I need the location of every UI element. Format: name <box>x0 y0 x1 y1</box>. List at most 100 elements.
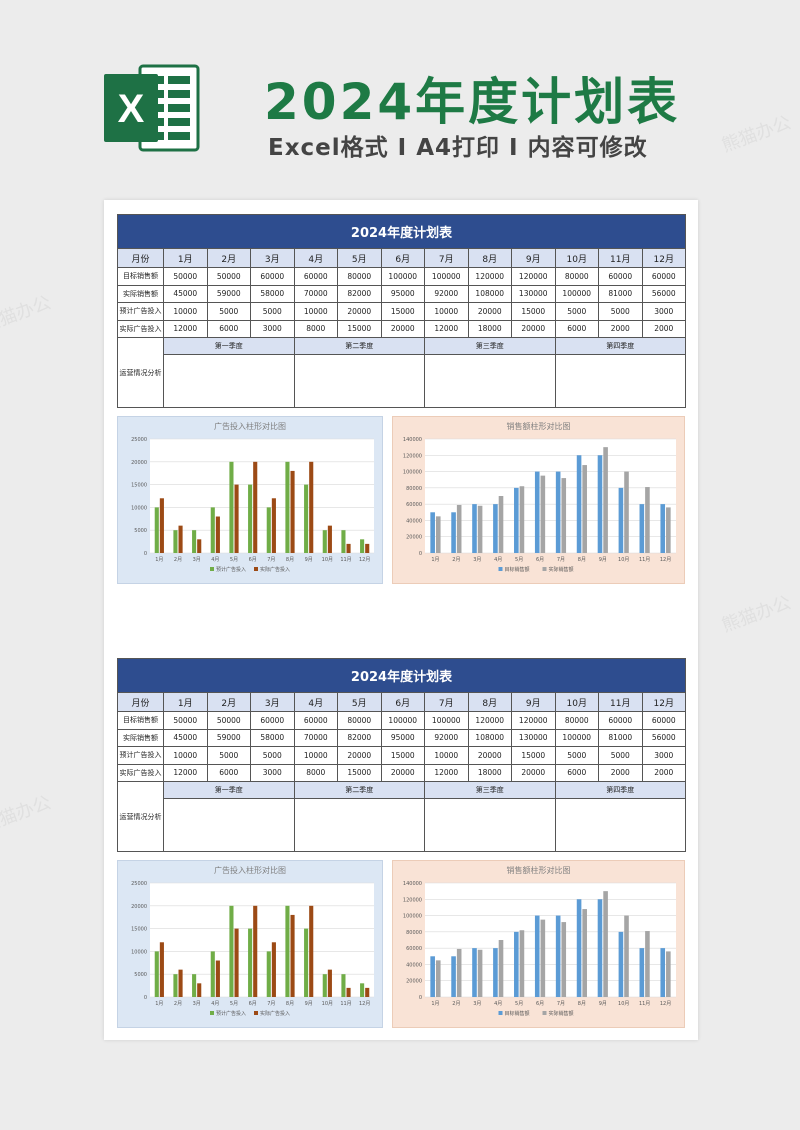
table-cell[interactable]: 100000 <box>554 284 599 303</box>
bar[interactable] <box>456 504 462 553</box>
row-label[interactable]: 预计广告投入 <box>117 746 164 765</box>
bar[interactable] <box>514 931 519 997</box>
ad-spend-chart[interactable]: 广告投入柱形对比图 0 5000 10000 15000 20000 25000 1月 2月 3月… <box>117 416 383 584</box>
table-cell[interactable]: 82000 <box>337 284 382 303</box>
bar[interactable] <box>666 507 671 553</box>
analysis-cell[interactable] <box>424 798 556 852</box>
table-cell[interactable]: 80000 <box>554 711 599 730</box>
bar[interactable] <box>210 951 215 997</box>
analysis-cell[interactable] <box>554 798 687 852</box>
table-cell[interactable]: 20000 <box>337 302 382 321</box>
table-cell[interactable]: 50000 <box>206 711 251 730</box>
quarter-header[interactable]: 第二季度 <box>293 781 425 799</box>
bar[interactable] <box>309 905 314 997</box>
table-cell[interactable]: 100000 <box>380 711 425 730</box>
table-cell[interactable]: 15000 <box>511 302 556 321</box>
bar[interactable] <box>304 928 309 997</box>
bar[interactable] <box>618 487 624 553</box>
table-cell[interactable]: 2000 <box>641 319 687 338</box>
table-cell[interactable]: 15000 <box>337 763 382 782</box>
table-cell[interactable]: 6000 <box>206 763 251 782</box>
bar[interactable] <box>290 470 295 553</box>
bar[interactable] <box>285 905 290 997</box>
bar[interactable] <box>472 948 477 997</box>
table-cell[interactable]: 120000 <box>511 711 556 730</box>
bar[interactable] <box>360 983 365 997</box>
analysis-label[interactable]: 运营情况分析 <box>117 781 164 852</box>
table-cell[interactable]: 82000 <box>337 728 382 747</box>
table-cell[interactable]: 12000 <box>163 319 208 338</box>
analysis-cell[interactable] <box>293 798 425 852</box>
bar[interactable] <box>229 461 234 553</box>
bar[interactable] <box>493 948 498 997</box>
month-header-cell[interactable]: 6月 <box>380 248 425 268</box>
table-cell[interactable]: 5000 <box>250 302 295 321</box>
bar[interactable] <box>173 530 178 553</box>
bar[interactable] <box>341 530 346 553</box>
bar[interactable] <box>248 928 253 997</box>
table-cell[interactable]: 3000 <box>250 319 295 338</box>
table-cell[interactable]: 2000 <box>598 319 643 338</box>
bar[interactable] <box>540 919 546 997</box>
bar[interactable] <box>660 948 666 997</box>
quarter-header[interactable]: 第二季度 <box>293 337 425 355</box>
table-cell[interactable]: 130000 <box>511 284 556 303</box>
analysis-cell[interactable] <box>293 354 425 408</box>
table-cell[interactable]: 3000 <box>250 763 295 782</box>
bar[interactable] <box>451 956 456 997</box>
month-header-cell[interactable]: 8月 <box>467 248 512 268</box>
table-cell[interactable]: 15000 <box>511 746 556 765</box>
month-header-cell[interactable]: 9月 <box>511 248 556 268</box>
table-cell[interactable]: 2000 <box>641 763 687 782</box>
quarter-header[interactable]: 第四季度 <box>554 781 687 799</box>
bar[interactable] <box>309 461 314 553</box>
table-cell[interactable]: 70000 <box>293 728 338 747</box>
table-cell[interactable]: 15000 <box>337 319 382 338</box>
quarter-header[interactable]: 第三季度 <box>424 337 556 355</box>
month-header-cell[interactable]: 10月 <box>554 248 599 268</box>
quarter-header[interactable]: 第一季度 <box>163 781 295 799</box>
table-cell[interactable]: 120000 <box>467 711 512 730</box>
bar[interactable] <box>582 465 587 553</box>
bar[interactable] <box>597 455 603 553</box>
bar[interactable] <box>178 525 183 553</box>
table-cell[interactable]: 80000 <box>337 267 382 286</box>
bar[interactable] <box>576 899 582 997</box>
bar[interactable] <box>234 928 239 997</box>
month-header-cell[interactable]: 7月 <box>424 248 469 268</box>
bar[interactable] <box>192 530 197 553</box>
bar[interactable] <box>197 539 202 553</box>
table-cell[interactable]: 18000 <box>467 319 512 338</box>
table-cell[interactable]: 45000 <box>163 728 208 747</box>
bar[interactable] <box>215 516 220 553</box>
bar[interactable] <box>472 504 477 553</box>
ad-spend-chart[interactable]: 广告投入柱形对比图 0 5000 10000 15000 20000 25000 1月 2月 3月… <box>117 860 383 1028</box>
table-cell[interactable]: 20000 <box>511 763 556 782</box>
month-header-label[interactable]: 月份 <box>117 248 164 268</box>
month-header-cell[interactable]: 11月 <box>598 248 643 268</box>
analysis-cell[interactable] <box>163 798 295 852</box>
table-cell[interactable]: 60000 <box>293 711 338 730</box>
table-cell[interactable]: 18000 <box>467 763 512 782</box>
bar[interactable] <box>154 507 159 553</box>
month-header-cell[interactable]: 1月 <box>163 248 208 268</box>
bar[interactable] <box>341 974 346 997</box>
table-cell[interactable]: 10000 <box>293 746 338 765</box>
table-cell[interactable]: 60000 <box>293 267 338 286</box>
bar[interactable] <box>519 930 525 997</box>
table-cell[interactable]: 5000 <box>598 746 643 765</box>
table-cell[interactable]: 95000 <box>380 728 425 747</box>
bar[interactable] <box>597 899 603 997</box>
bar[interactable] <box>215 960 220 997</box>
table-cell[interactable]: 10000 <box>424 302 469 321</box>
bar[interactable] <box>555 915 561 997</box>
bar[interactable] <box>197 983 202 997</box>
table-cell[interactable]: 12000 <box>163 763 208 782</box>
table-cell[interactable]: 3000 <box>641 746 687 765</box>
table-cell[interactable]: 60000 <box>250 711 295 730</box>
table-cell[interactable]: 58000 <box>250 728 295 747</box>
month-header-cell[interactable]: 2月 <box>206 248 251 268</box>
bar[interactable] <box>322 974 327 997</box>
bar[interactable] <box>534 471 540 553</box>
table-cell[interactable]: 81000 <box>598 284 643 303</box>
